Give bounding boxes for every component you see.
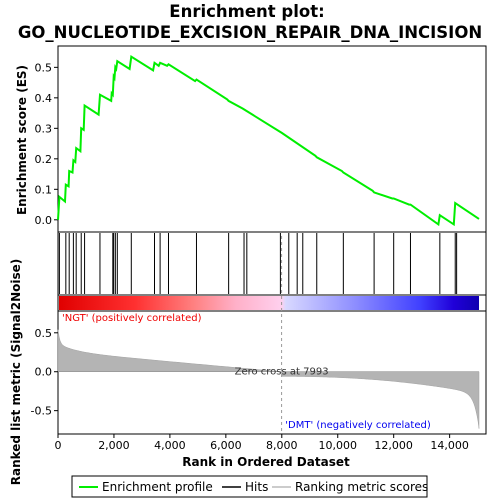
hits-panel xyxy=(57,231,487,296)
chart-title-line2: GO_NUCLEOTIDE_EXCISION_REPAIR_DNA_INCISI… xyxy=(18,23,482,42)
es-y-axis-label: Enrichment score (ES) xyxy=(15,65,29,215)
x-tick-label: 8,000 xyxy=(266,439,298,452)
x-tick-label: 4,000 xyxy=(154,439,186,452)
metric-y-tick-label: 0.0 xyxy=(35,366,53,379)
es-panel: 0.0 0.1 0.2 0.3 0.4 0.5 Enrichment score (ES) xyxy=(15,45,487,233)
legend-enrichment-label: Enrichment profile xyxy=(102,480,213,494)
legend-hits-label: Hits xyxy=(245,480,268,494)
x-tick-label: 12,000 xyxy=(374,439,413,452)
es-panel-frame xyxy=(57,45,487,233)
es-y-tick-label: 0.2 xyxy=(35,153,53,166)
metric-panel: Zero cross at 7993 'NGT' (positively cor… xyxy=(9,236,487,486)
legend: Enrichment profile Hits Ranking metric s… xyxy=(71,475,428,498)
metric-y-axis-label: Ranked list metric (Signal2Noise) xyxy=(9,259,23,486)
negative-correlation-label: 'DMT' (negatively correlated) xyxy=(285,420,431,431)
positive-correlation-label: 'NGT' (positively correlated) xyxy=(62,313,202,324)
x-axis-label: Rank in Ordered Dataset xyxy=(182,455,350,469)
legend-frame xyxy=(71,475,428,498)
es-y-tick-label: 0.0 xyxy=(35,214,53,227)
legend-metric-label: Ranking metric scores xyxy=(295,480,428,494)
es-y-tick-label: 0.1 xyxy=(35,183,53,196)
x-tick-label: 14,000 xyxy=(430,439,469,452)
metric-y-tick-label: -0.5 xyxy=(31,405,52,418)
es-y-tick-label: 0.4 xyxy=(35,92,53,105)
zero-cross-label: Zero cross at 7993 xyxy=(235,367,329,378)
es-y-tick-label: 0.5 xyxy=(35,61,53,74)
color-band-gradient xyxy=(59,296,480,310)
es-y-ticks: 0.0 0.1 0.2 0.3 0.4 0.5 xyxy=(35,61,58,227)
es-y-tick-label: 0.3 xyxy=(35,122,53,135)
hits-panel-frame xyxy=(57,231,487,296)
x-tick-label: 6,000 xyxy=(210,439,242,452)
chart-title-line1: Enrichment plot: xyxy=(169,2,324,21)
x-ticks: 0 2,000 4,000 6,000 8,000 10,000 12,000 14,000 xyxy=(55,434,469,452)
hit-marks xyxy=(58,233,458,294)
metric-y-ticks: -0.5 0.0 0.5 xyxy=(31,327,58,418)
enrichment-profile-line xyxy=(57,55,480,227)
x-tick-label: 10,000 xyxy=(318,439,357,452)
x-tick-label: 0 xyxy=(55,439,62,452)
ranking-metric-area xyxy=(57,329,480,429)
metric-y-tick-label: 0.5 xyxy=(35,327,53,340)
rank-color-band xyxy=(57,294,487,312)
x-tick-label: 2,000 xyxy=(98,439,130,452)
